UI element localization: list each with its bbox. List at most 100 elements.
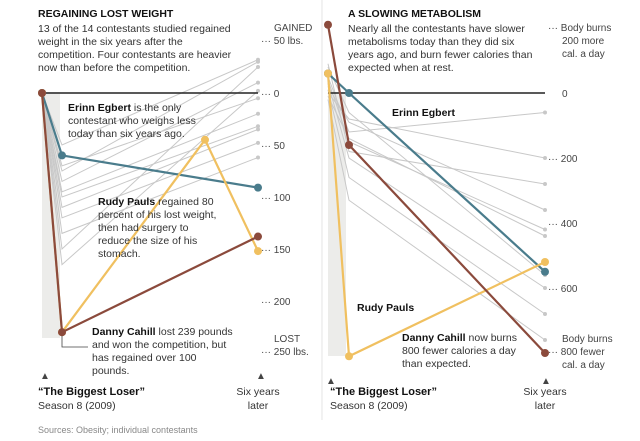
y-top-label: ··· 50 lbs. [261,36,303,47]
y-bottom-label: ··· 250 lbs. [261,347,309,358]
contestant-line [327,89,546,315]
annotation-erinn: Erinn Egbert is the only contestant who w… [68,102,196,140]
contestant-point [543,156,547,160]
subtitle-line: weight in the six years after the [37,36,183,48]
y-tick-label: ··· 50 [261,141,285,152]
panel-weight: REGAINING LOST WEIGHT 13 of the 14 conte… [37,8,312,412]
x-tick-marker: ▲ [541,376,551,387]
contestant-point [543,234,547,238]
contestant-point [256,88,260,93]
y-bottom-label: ··· 800 fewer [548,347,605,358]
contestant-point [256,80,260,85]
y-tick-label: ··· 200 [261,297,291,308]
series-point [58,151,66,160]
highlight-lines-right [324,20,549,361]
annotation-danny: Danny Cahill now burns 800 fewer calories… [402,332,517,370]
contestant-point [543,227,547,232]
contestant-line [41,92,259,219]
series-point [324,69,332,78]
series-point [345,352,353,361]
contestant-point [256,96,260,101]
series-line-erinn-egbert [327,72,546,273]
x-start-sublabel: Season 8 (2009) [38,400,116,412]
x-start-label: “The Biggest Loser” [38,386,145,398]
subtitle-line: expected when at rest. [348,62,454,74]
y-top-label: cal. a day [562,49,605,60]
y-tick-label: ··· 150 [261,245,291,256]
series-point [345,141,353,149]
y-tick-label: ··· 200 [548,154,578,165]
start-band [328,92,346,356]
y-top-label: ··· Body burns [548,23,611,34]
y-tick-label: 0 [562,89,568,100]
series-point [38,89,46,97]
contestant-point [256,155,260,160]
x-end-label: Six years [236,386,279,398]
contestant-line [327,96,546,237]
x-end-label: later [535,400,556,412]
contestant-line [327,66,546,276]
subtitle-line: metabolisms today than they did six [348,36,515,48]
contestant-point [543,208,547,212]
contestant-point [543,110,547,115]
gray-lines-left [41,57,260,266]
x-end-label: Six years [523,386,566,398]
contestant-line [41,92,259,198]
x-tick-marker: ▲ [326,376,336,387]
y-top-label: GAINED [274,23,312,34]
highlight-lines-left [38,89,262,337]
annotation-rudy: Rudy Pauls regained 80 percent of his los… [98,196,216,260]
x-tick-marker: ▲ [40,371,50,382]
series-point [254,247,262,256]
y-bottom-label: LOST [274,334,300,345]
y-tick-label: ··· 100 [261,193,291,204]
contestant-point [543,338,547,342]
contestant-line [41,90,259,266]
y-bottom-label: Body burns [562,334,613,345]
series-point [541,267,549,276]
x-start-label: “The Biggest Loser” [330,386,437,398]
y-tick-label: ··· 600 [548,284,578,295]
series-point [254,183,262,192]
subtitle-line: 13 of the 14 contestants studied regaine… [38,23,231,35]
contestant-line [327,92,546,159]
annotation-erinn: Erinn Egbert [392,107,456,119]
contestant-line [41,92,259,235]
contestant-line [41,66,259,251]
y-bottom-label: cal. a day [562,360,605,371]
y-tick-label: ··· 0 [261,89,280,100]
x-end-label: later [248,400,269,412]
title-right: A SLOWING METABOLISM [348,8,481,20]
contestant-point [256,140,260,145]
title-left: REGAINING LOST WEIGHT [38,8,174,20]
subtitle-line: competition. Four contestants are heavie… [38,49,232,61]
y-tick-label: ··· 400 [548,219,578,230]
series-point [254,232,262,241]
x-start-sublabel: Season 8 (2009) [330,400,408,412]
contestant-point [256,127,260,132]
contestant-line [41,82,259,183]
annotation-leader [61,336,88,348]
x-tick-marker: ▲ [256,371,266,382]
contestant-point [256,65,260,69]
series-point [324,20,332,29]
y-top-label: 200 more [562,36,605,47]
series-point [345,89,353,97]
series-point [201,135,209,144]
subtitle-line: now than before the competition. [38,62,190,74]
gray-lines-right [327,63,547,342]
series-point [541,258,549,266]
source-note: Sources: Obesity; individual contestants [38,425,198,435]
contestant-point [256,124,260,129]
subtitle-line: Nearly all the contestants have slower [348,23,525,35]
contestant-point [543,286,547,290]
contestant-line [327,86,546,211]
contestant-point [543,312,547,316]
contestant-point [543,182,547,186]
annotation-danny: Danny Cahill lost 239 pounds and won the … [92,326,233,377]
series-point [541,349,549,357]
subtitle-line: years ago, and burn fewer calories than [348,49,533,61]
contestant-point [256,59,260,64]
panel-metabolism: A SLOWING METABOLISM Nearly all the cont… [321,0,613,420]
